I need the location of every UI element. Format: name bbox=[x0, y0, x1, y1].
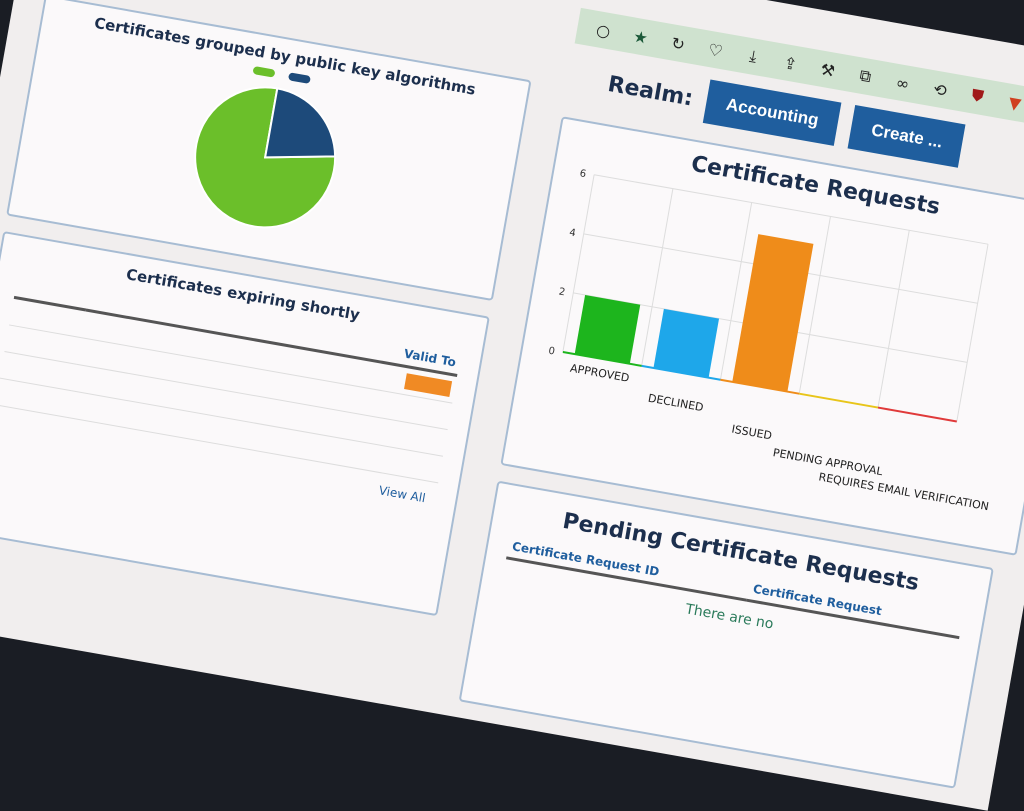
bar[interactable] bbox=[653, 308, 720, 378]
reload-icon[interactable]: ↻ bbox=[669, 32, 687, 54]
wrench-icon[interactable]: ⚒ bbox=[819, 59, 837, 81]
gridline bbox=[798, 216, 831, 394]
axis-segment bbox=[877, 406, 957, 423]
download-icon[interactable]: ⤓ bbox=[748, 46, 759, 67]
realm-label: Realm: bbox=[605, 71, 695, 112]
gridline bbox=[956, 244, 989, 422]
share-icon[interactable]: ⇪ bbox=[782, 52, 799, 74]
axis-segment bbox=[641, 364, 721, 381]
y-tick-label: 0 bbox=[547, 346, 555, 358]
gridline bbox=[594, 174, 989, 245]
x-tick-label: ISSUED bbox=[731, 423, 773, 443]
x-tick-label: APPROVED bbox=[569, 362, 630, 385]
bar[interactable] bbox=[574, 294, 641, 364]
pie-chart bbox=[194, 86, 345, 229]
axis-segment bbox=[720, 378, 800, 395]
bar-chart-panel: Certificate Requests 0 2 4 6 APPROVED DECLINE… bbox=[500, 116, 1024, 556]
history-icon[interactable]: ⟲ bbox=[931, 79, 949, 101]
infinity-icon[interactable]: ∞ bbox=[894, 72, 911, 94]
gridline bbox=[877, 230, 910, 408]
pie-panel: Certificates grouped by public key algor… bbox=[6, 0, 532, 302]
y-tick-label: 6 bbox=[579, 168, 587, 180]
circle-icon[interactable]: ○ bbox=[594, 19, 612, 41]
expiring-table: Valid To bbox=[0, 274, 462, 483]
pocket-icon[interactable]: ♡ bbox=[706, 39, 725, 61]
ublock-icon[interactable]: ⛊ bbox=[970, 85, 986, 107]
bar[interactable] bbox=[732, 234, 814, 392]
y-tick-label: 2 bbox=[558, 286, 566, 298]
create-button[interactable]: Create ... bbox=[848, 105, 966, 168]
realm-accounting-button[interactable]: Accounting bbox=[702, 79, 842, 146]
axis-segment bbox=[562, 351, 642, 367]
axis-segment bbox=[799, 392, 879, 409]
gridline bbox=[641, 188, 674, 366]
puzzle-icon[interactable]: ⧉ bbox=[858, 65, 873, 87]
gridline bbox=[719, 202, 753, 380]
pie-slice[interactable] bbox=[263, 87, 345, 169]
y-tick-label: 4 bbox=[568, 227, 576, 239]
star-icon[interactable]: ★ bbox=[632, 26, 650, 48]
x-tick-label: DECLINED bbox=[647, 392, 705, 415]
x-tick-label: REQUIRES EMAIL VERIFICATION bbox=[818, 470, 990, 513]
gridline bbox=[562, 174, 595, 353]
expiring-panel: Certificates expiring shortly Valid To V… bbox=[0, 231, 490, 617]
shield-icon[interactable]: ▼ bbox=[1007, 92, 1023, 114]
